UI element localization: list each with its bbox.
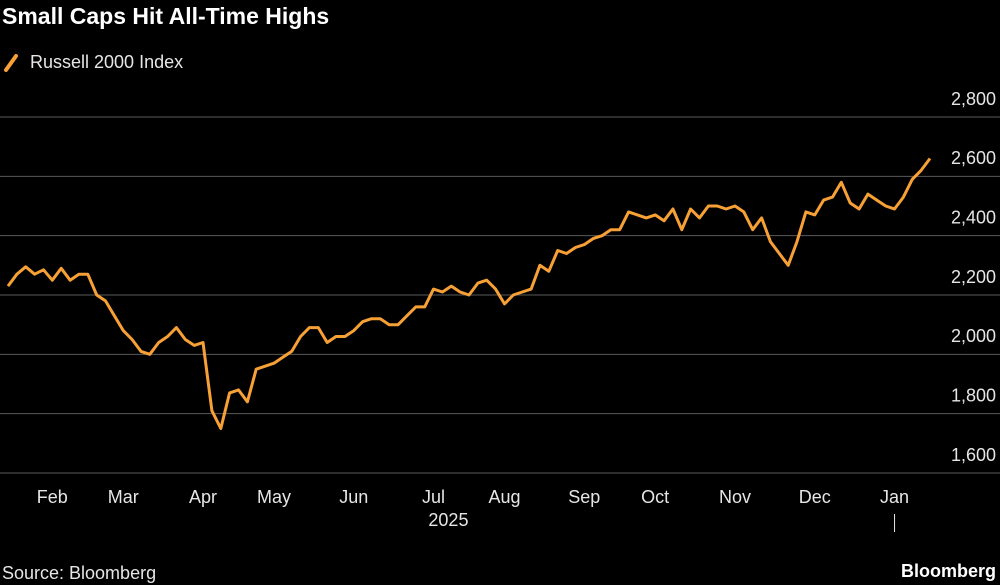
y-tick-label: 2,200 <box>951 267 996 287</box>
y-tick-label: 2,000 <box>951 326 996 346</box>
line <box>6 157 932 430</box>
y-tick-label: 2,400 <box>951 207 996 227</box>
brand: Bloomberg <box>901 561 996 581</box>
y-tick-label: 1,800 <box>951 385 996 405</box>
x-tick-label: Jan <box>880 487 909 507</box>
x-tick-label: Dec <box>799 487 831 507</box>
source: Source: Bloomberg <box>2 563 156 583</box>
y-tick-label: 2,600 <box>951 148 996 168</box>
x-tick-label: May <box>257 487 291 507</box>
x-tick-label: Apr <box>189 487 217 507</box>
y-tick-label: 1,600 <box>951 445 996 465</box>
x-tick-label: Oct <box>641 487 669 507</box>
x-tick-label: Sep <box>568 487 600 507</box>
legend-label: Russell 2000 Index <box>30 52 183 72</box>
y-tick-label: 2,800 <box>951 89 996 109</box>
x-tick-label: Jul <box>422 487 445 507</box>
x-tick-label: Aug <box>488 487 520 507</box>
legend-swatch <box>4 54 18 72</box>
year-label: 2025 <box>428 510 468 530</box>
x-tick-label: Mar <box>108 487 139 507</box>
x-tick-label: Jun <box>339 487 368 507</box>
x-tick-label: Feb <box>37 487 68 507</box>
chart-title: Small Caps Hit All-Time Highs <box>2 3 329 29</box>
x-tick-label: Nov <box>719 487 751 507</box>
